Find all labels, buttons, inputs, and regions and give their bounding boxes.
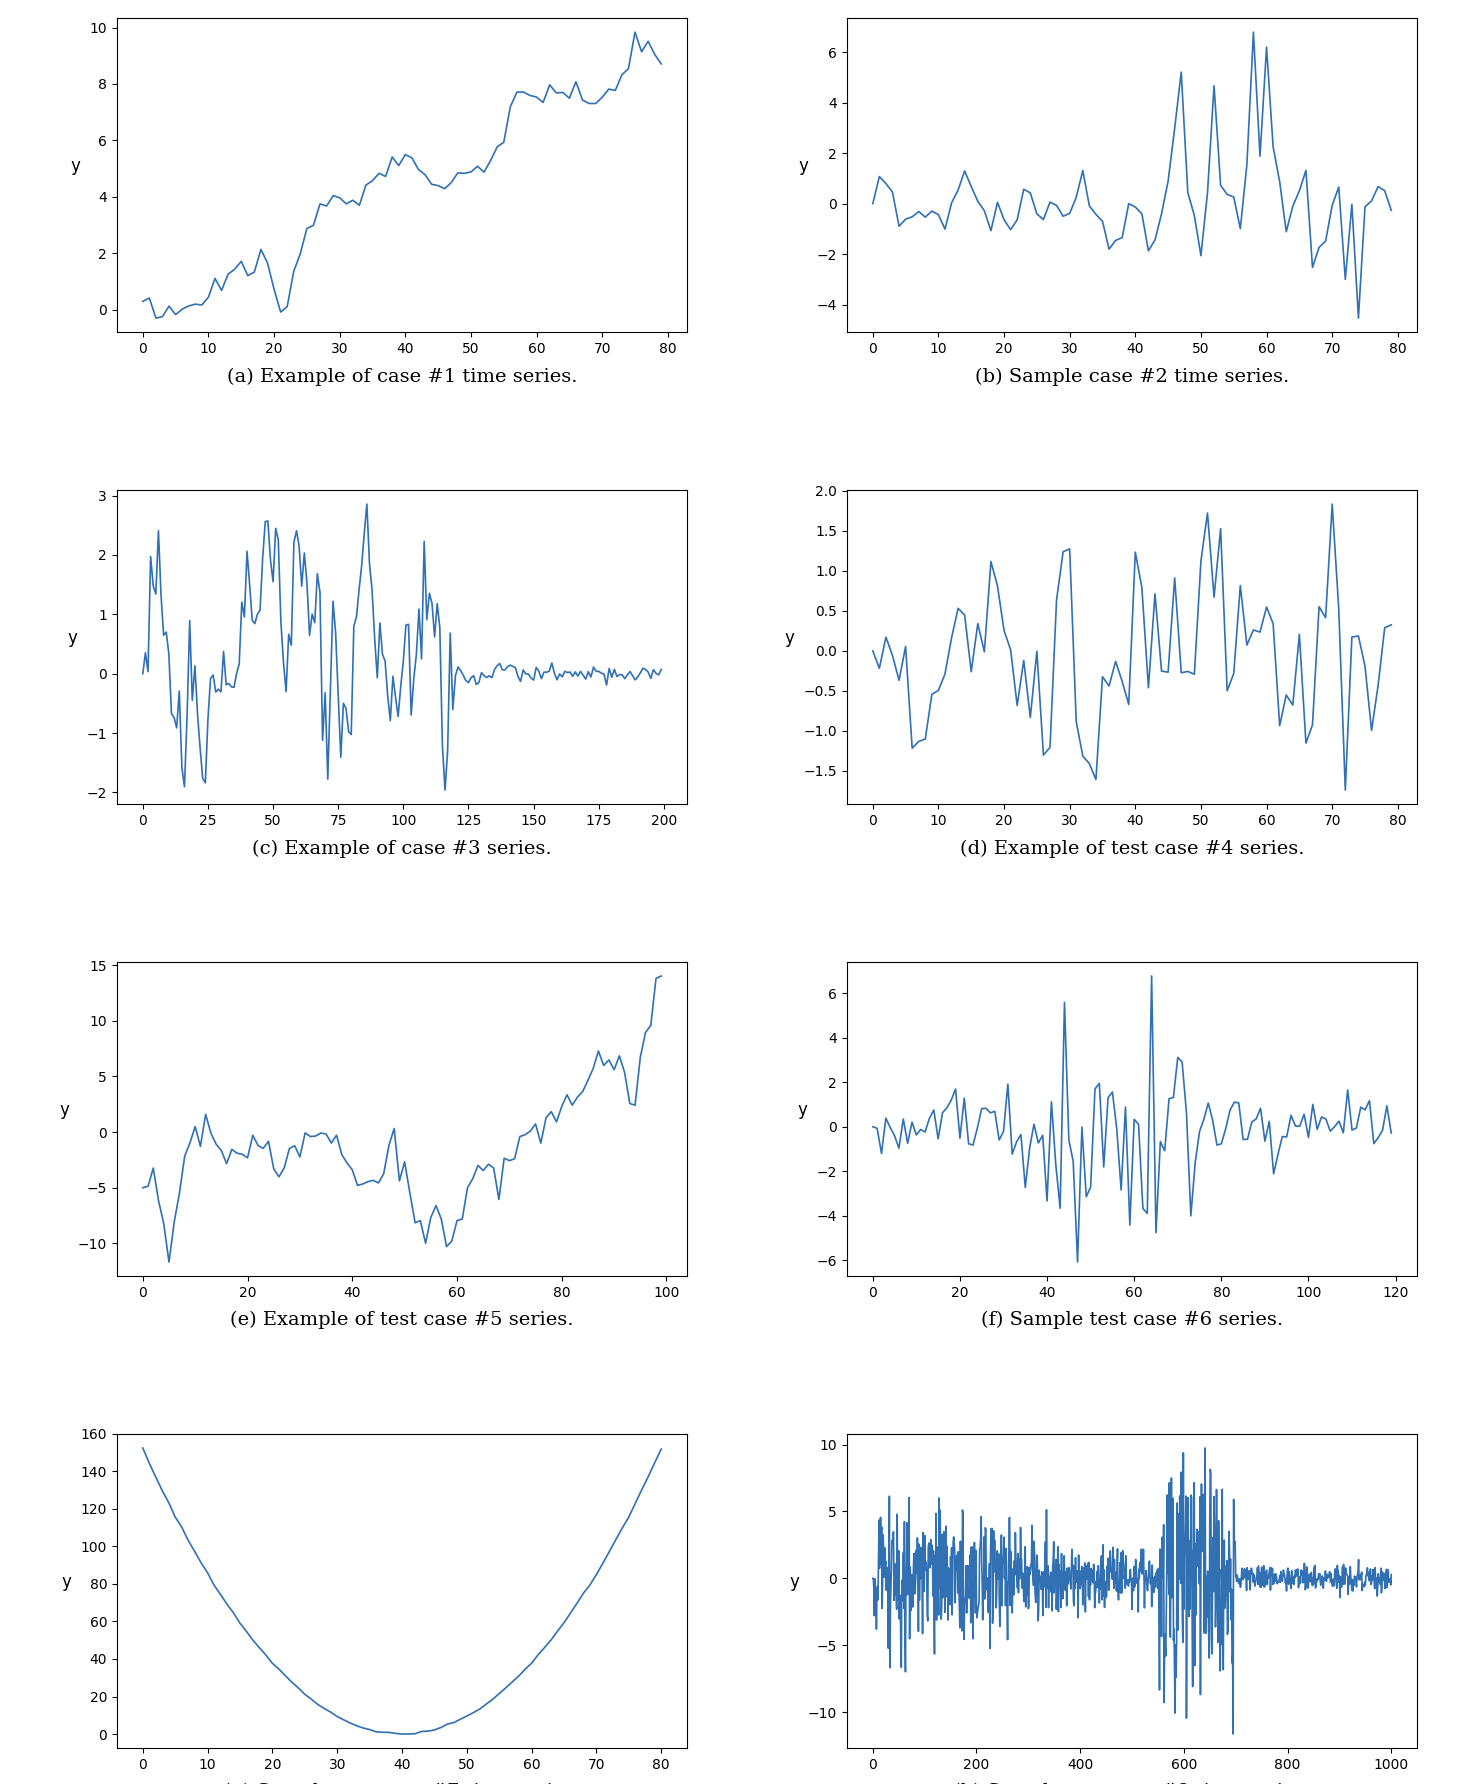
X-axis label: (c) Example of case #3 series.: (c) Example of case #3 series. <box>253 838 552 858</box>
Y-axis label: y: y <box>61 1573 72 1591</box>
X-axis label: (f) Sample test case #6 series.: (f) Sample test case #6 series. <box>980 1311 1283 1329</box>
Y-axis label: y: y <box>67 630 77 648</box>
Y-axis label: y: y <box>70 157 80 175</box>
X-axis label: (d) Example of test case #4 series.: (d) Example of test case #4 series. <box>960 838 1305 858</box>
Y-axis label: y: y <box>798 157 808 175</box>
X-axis label: (a) Example of case #1 time series.: (a) Example of case #1 time series. <box>226 368 577 385</box>
Y-axis label: y: y <box>789 1573 799 1591</box>
Y-axis label: y: y <box>785 630 795 648</box>
Y-axis label: y: y <box>798 1101 808 1119</box>
X-axis label: (b) Sample case #2 time series.: (b) Sample case #2 time series. <box>974 368 1289 385</box>
X-axis label: (e) Example of test case #5 series.: (e) Example of test case #5 series. <box>231 1311 574 1329</box>
Y-axis label: y: y <box>58 1101 69 1119</box>
